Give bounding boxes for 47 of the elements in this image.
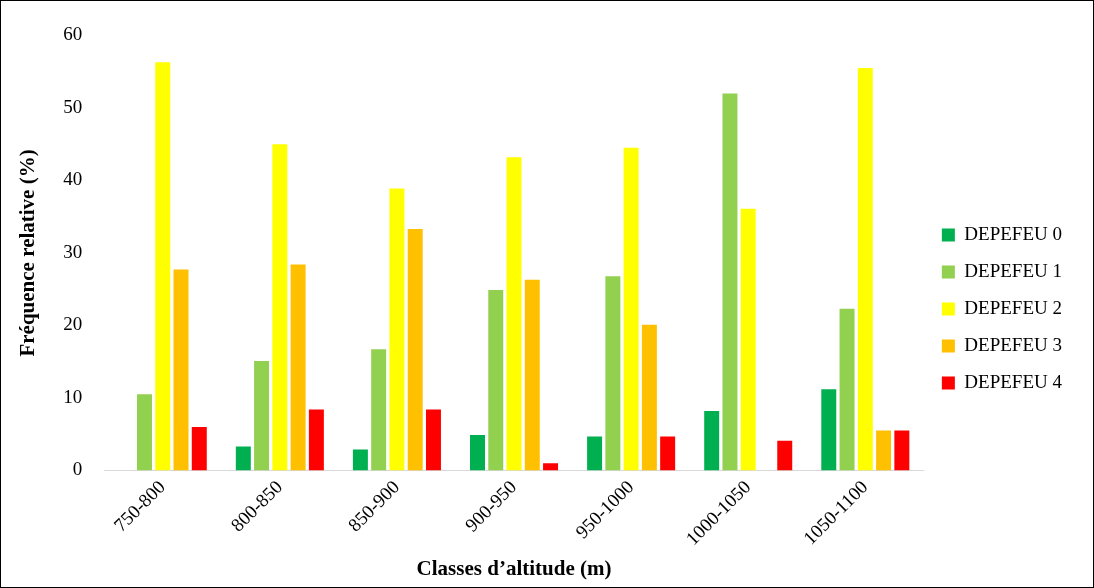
bar xyxy=(470,434,485,471)
bar xyxy=(839,308,855,471)
bar xyxy=(894,430,910,471)
bar xyxy=(389,188,405,471)
bar xyxy=(857,68,873,471)
bar xyxy=(821,389,837,471)
bar xyxy=(290,264,306,471)
bar xyxy=(740,208,756,471)
bar xyxy=(543,463,559,471)
bar xyxy=(876,430,892,471)
bar xyxy=(722,93,738,471)
y-tick-label: 50 xyxy=(63,95,83,117)
bar xyxy=(506,157,522,471)
bar xyxy=(660,436,676,471)
legend-label: DEPEFEU 0 xyxy=(964,222,1063,244)
y-tick-label: 20 xyxy=(63,313,83,335)
bar xyxy=(641,324,657,471)
bar xyxy=(587,436,603,471)
bar xyxy=(407,229,423,471)
y-tick-label: 10 xyxy=(63,385,83,407)
bar xyxy=(272,144,288,471)
bar xyxy=(371,349,387,471)
bar xyxy=(488,289,504,471)
y-tick-label: 30 xyxy=(63,240,83,262)
bar xyxy=(235,446,251,471)
bar xyxy=(352,449,368,471)
legend-label: DEPEFEU 4 xyxy=(964,370,1063,392)
bar xyxy=(623,147,639,471)
x-axis-title: Classes d’altitude (m) xyxy=(416,555,612,580)
bar xyxy=(191,426,207,471)
y-tick-label: 40 xyxy=(63,168,83,190)
bar xyxy=(136,394,152,471)
bar xyxy=(308,409,324,471)
bar xyxy=(155,62,171,471)
legend-label: DEPEFEU 3 xyxy=(964,333,1063,355)
y-axis-title: Fréquence relative (%) xyxy=(15,149,40,357)
bar xyxy=(254,360,270,471)
bar xyxy=(777,440,793,471)
bar xyxy=(173,269,189,471)
y-tick-label: 60 xyxy=(63,23,83,45)
bar xyxy=(524,279,540,471)
bar xyxy=(605,276,621,471)
legend-label: DEPEFEU 2 xyxy=(964,296,1063,318)
bar xyxy=(704,411,720,471)
y-tick-label: 0 xyxy=(72,458,83,480)
bar xyxy=(425,409,441,471)
legend-label: DEPEFEU 1 xyxy=(964,259,1063,281)
